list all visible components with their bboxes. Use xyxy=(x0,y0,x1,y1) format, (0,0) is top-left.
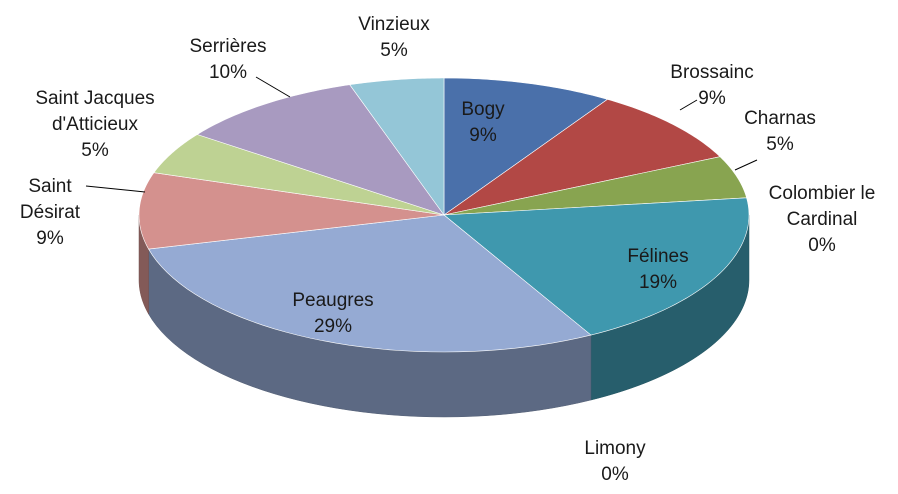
pie-slice xyxy=(443,156,747,216)
category-label: Saint Jacques d'Atticieux xyxy=(35,88,155,135)
leader-line xyxy=(679,99,698,111)
category-label: Limony xyxy=(584,438,646,459)
data-label: Brossainc 9% xyxy=(670,60,753,112)
value-label: 9% xyxy=(698,88,726,109)
value-label: 9% xyxy=(469,125,497,146)
value-label: 5% xyxy=(81,140,109,161)
value-label: 29% xyxy=(313,316,353,337)
category-label: Bogy xyxy=(461,99,505,120)
data-label: Limony 0% xyxy=(584,436,645,488)
value-label: 5% xyxy=(766,134,794,155)
leader-line xyxy=(85,185,146,193)
pie-slice xyxy=(153,134,445,216)
category-label: Serrières xyxy=(189,36,267,57)
category-label: Peaugres xyxy=(292,290,374,311)
category-label: Félines xyxy=(627,246,689,267)
data-label: Félines 19% xyxy=(627,244,688,296)
pie-tops xyxy=(138,77,750,353)
value-label: 0% xyxy=(601,464,629,485)
data-label: Bogy 9% xyxy=(461,97,504,149)
value-label: 9% xyxy=(36,228,64,249)
category-label: Brossainc xyxy=(670,62,754,83)
pie-slice xyxy=(138,172,445,250)
pie-slice xyxy=(443,98,721,216)
data-label: Peaugres 29% xyxy=(292,288,373,340)
leader-line xyxy=(255,76,291,98)
value-label: 10% xyxy=(208,62,248,83)
pie-slice xyxy=(443,197,750,336)
pie-slice xyxy=(349,77,445,216)
category-label: Colombier le Cardinal xyxy=(768,183,876,230)
category-label: Charnas xyxy=(744,108,816,129)
data-label: Vinzieux 5% xyxy=(358,12,429,64)
value-label: 5% xyxy=(380,40,408,61)
data-label: Serrières 10% xyxy=(189,34,266,86)
data-label: Colombier le Cardinal 0% xyxy=(752,181,892,259)
category-label: Saint Désirat xyxy=(19,176,81,223)
leader-lines xyxy=(85,76,758,193)
pie-sides xyxy=(138,214,750,418)
pie-slice xyxy=(196,84,445,216)
data-label: Charnas 5% xyxy=(744,106,816,158)
data-label: Saint Jacques d'Atticieux 5% xyxy=(20,86,170,164)
value-label: 19% xyxy=(638,272,678,293)
value-label: 0% xyxy=(808,235,836,256)
pie-slice xyxy=(148,214,592,353)
leader-line xyxy=(734,159,758,171)
pie-slice xyxy=(443,77,609,216)
data-label: Saint Désirat 9% xyxy=(10,174,90,252)
category-label: Vinzieux xyxy=(358,14,430,35)
